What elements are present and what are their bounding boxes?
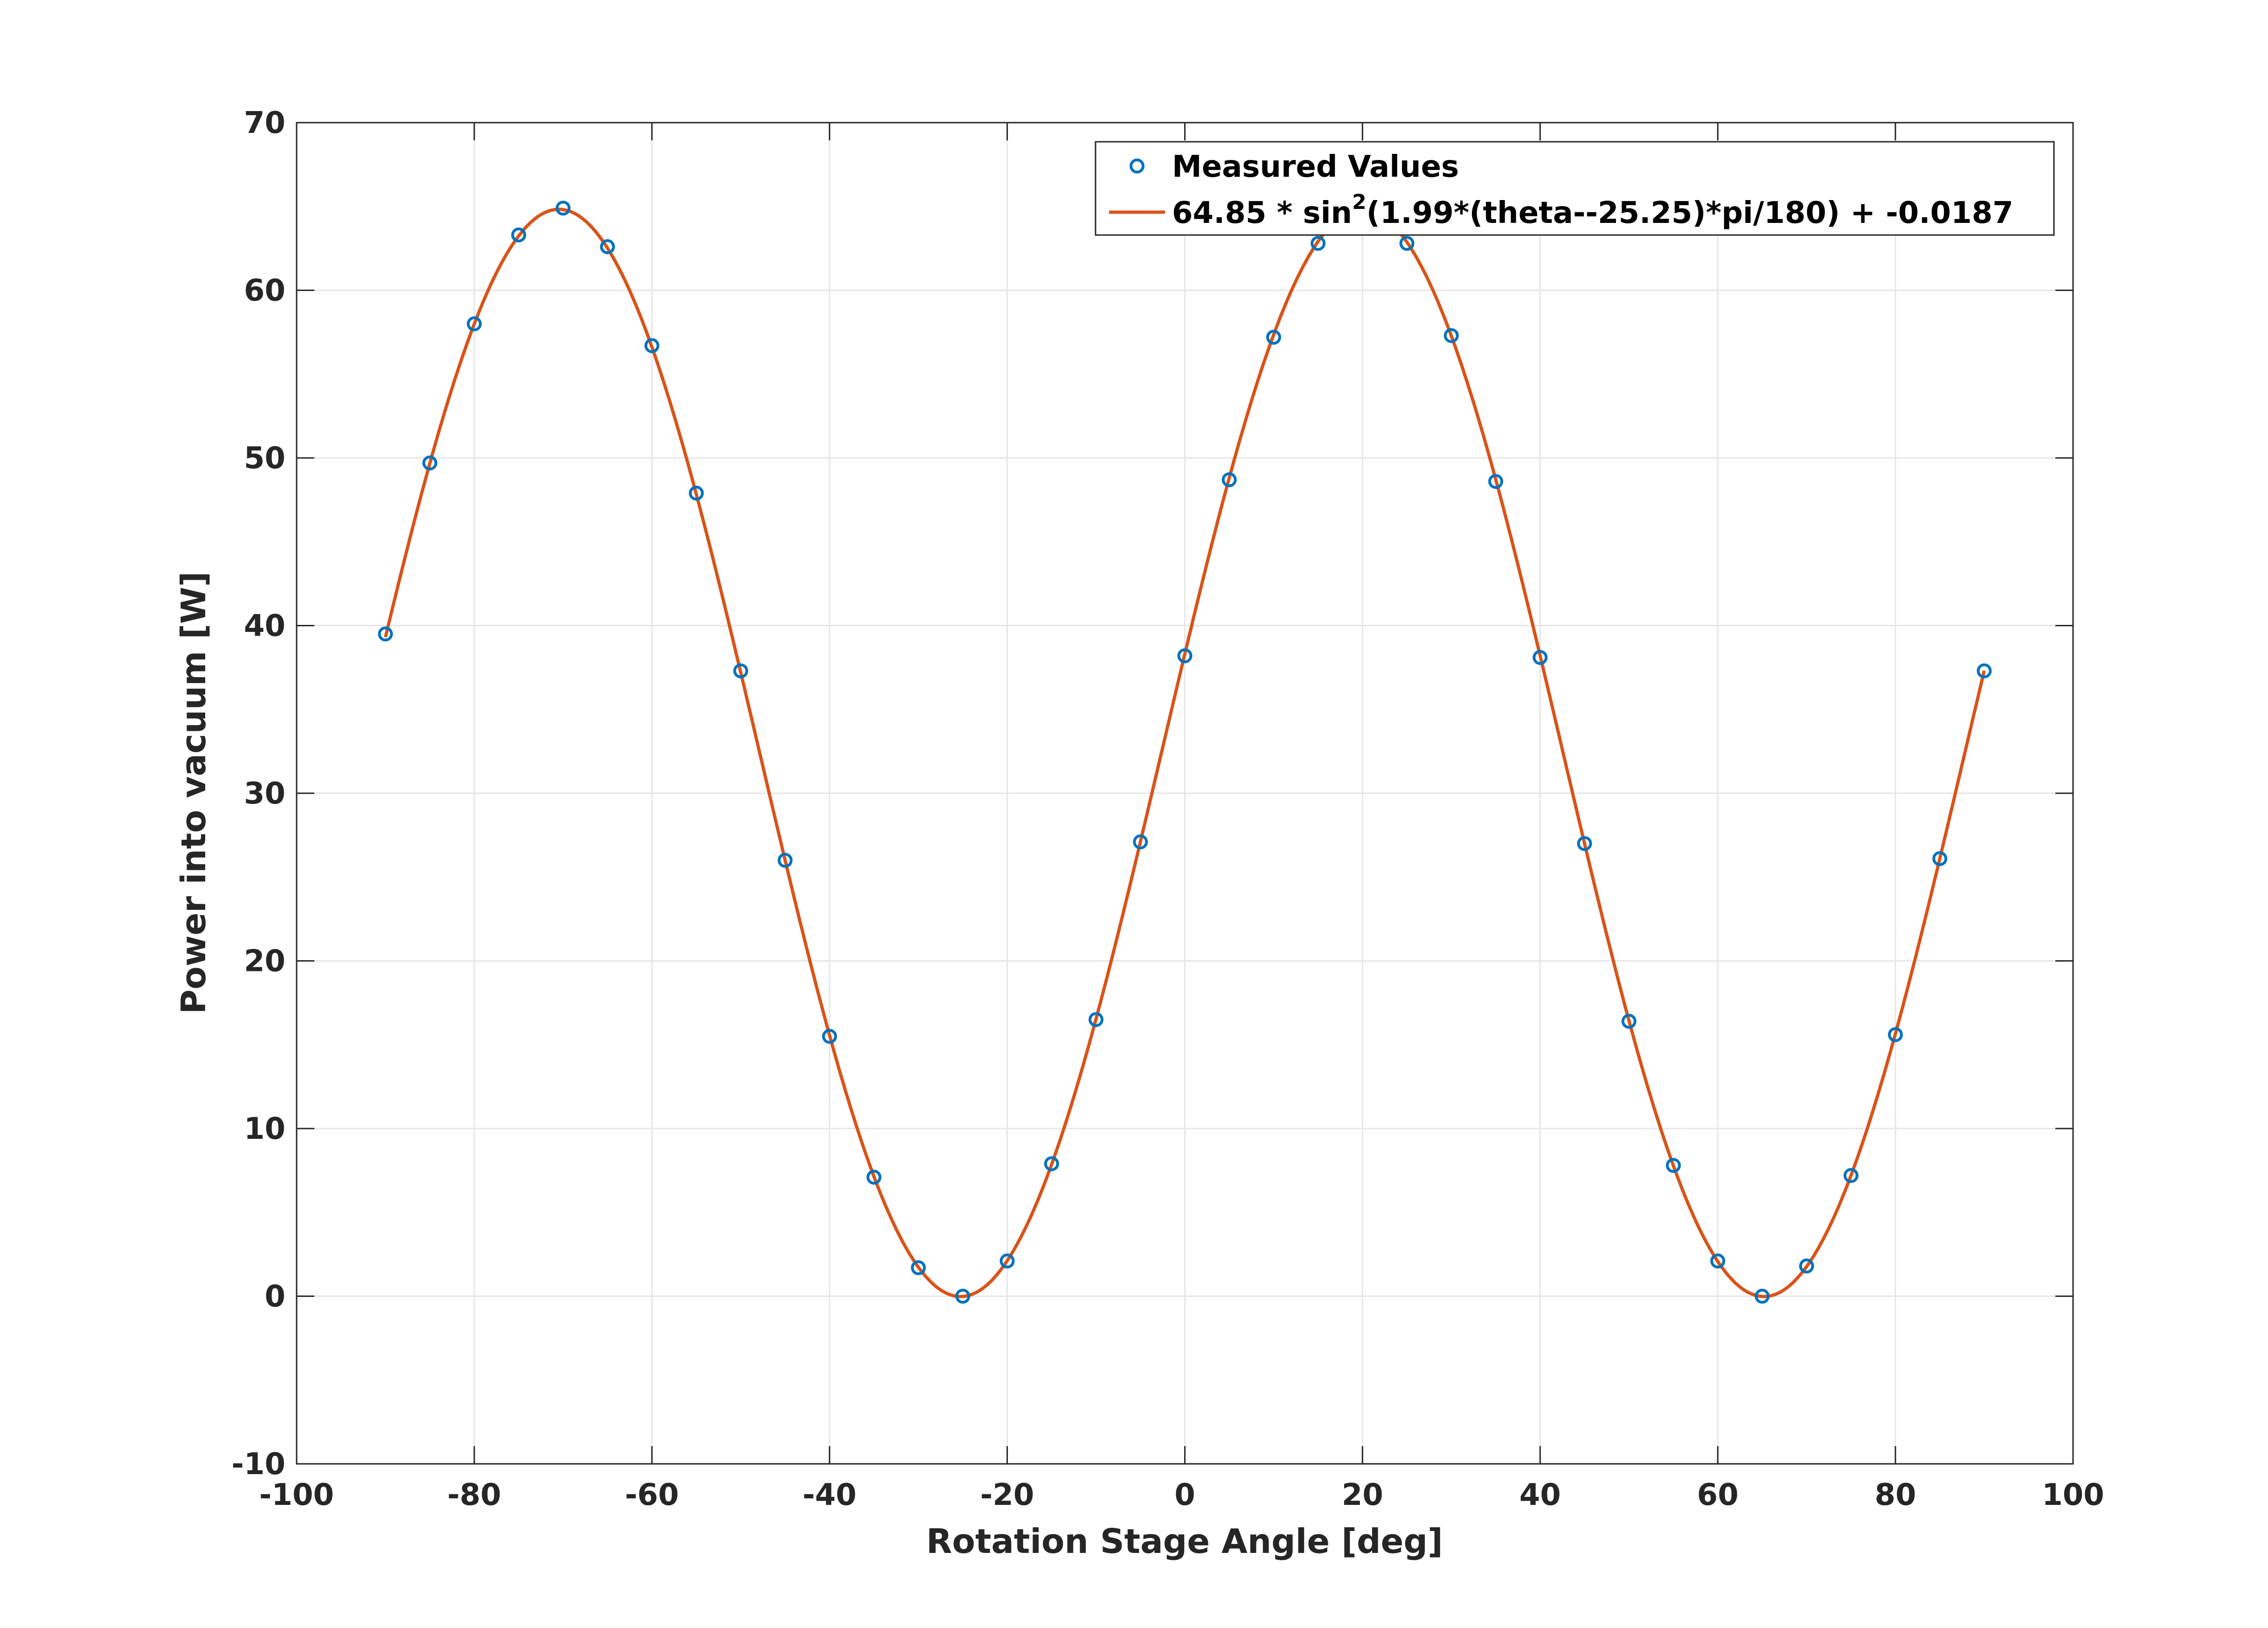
measured-point	[1443, 328, 1459, 343]
measured-point	[1044, 1156, 1059, 1171]
measured-point	[777, 852, 793, 868]
legend-fit-main: 64.85 * sin	[1172, 196, 1352, 230]
measured-point	[1089, 1012, 1104, 1027]
measured-point	[1977, 663, 1992, 679]
x-tick-label: -100	[259, 1478, 334, 1512]
x-tick-label: -20	[980, 1478, 1034, 1512]
measured-point	[1799, 1258, 1814, 1274]
y-tick-label: 30	[244, 776, 285, 811]
axis-ticks: -100 -80 -60 -40 -20 0 20 40 60 80 100-10010203040…	[231, 106, 2104, 1512]
measured-point	[822, 1029, 837, 1044]
measured-point	[999, 1254, 1015, 1269]
legend-label-measured: Measured Values	[1172, 150, 1459, 184]
measured-point	[1266, 330, 1281, 345]
y-axis-title: Power into vacuum [W]	[174, 571, 213, 1014]
measured-point	[1533, 650, 1548, 665]
y-tick-label: 50	[244, 441, 285, 476]
measured-point	[378, 626, 393, 642]
measured-point	[866, 1170, 881, 1185]
y-tick-label: 0	[264, 1280, 285, 1314]
legend-fit-superscript: 2	[1352, 190, 1366, 214]
measured-point	[1932, 851, 1948, 866]
measured-point	[1488, 474, 1504, 489]
y-tick-label: 60	[244, 274, 285, 308]
measured-point	[511, 227, 527, 242]
measured-point	[733, 663, 749, 679]
y-tick-label: 70	[244, 106, 285, 140]
measured-point	[1577, 836, 1592, 851]
measured-point	[644, 338, 659, 353]
measured-point	[1888, 1027, 1903, 1042]
measured-point	[955, 1289, 971, 1304]
measured-point	[1710, 1254, 1726, 1269]
legend-label-fit: 64.85 * sin2(1.99*(theta--25.25)*pi/180)…	[1172, 190, 2013, 230]
x-tick-label: 100	[2042, 1478, 2104, 1512]
legend-fit-rest: (1.99*(theta--25.25)*pi/180) + -0.0187	[1366, 196, 2013, 230]
y-tick-label: 40	[244, 609, 285, 644]
x-tick-label: 80	[1875, 1478, 1916, 1512]
measured-point	[555, 201, 571, 216]
legend-marker-measured	[1130, 159, 1144, 173]
measured-point	[1399, 236, 1415, 251]
y-tick-label: 10	[244, 1112, 285, 1146]
measured-point	[689, 485, 704, 501]
measured-point	[1665, 1158, 1681, 1173]
measured-point	[1177, 648, 1193, 664]
fit-curve	[384, 208, 1986, 1298]
x-axis-title: Rotation Stage Angle [deg]	[926, 1522, 1443, 1561]
measured-point	[1221, 472, 1237, 487]
measured-point	[1133, 834, 1148, 850]
x-tick-label: -40	[803, 1478, 857, 1512]
measured-point	[1843, 1168, 1859, 1183]
measured-point	[911, 1260, 926, 1275]
measured-point	[600, 239, 615, 255]
measured-point	[1755, 1289, 1770, 1304]
measured-point	[466, 316, 482, 332]
measured-point	[1311, 236, 1326, 251]
y-tick-label: -10	[231, 1447, 285, 1482]
series	[378, 201, 1992, 1304]
x-tick-label: -60	[625, 1478, 679, 1512]
x-tick-label: 0	[1174, 1478, 1195, 1512]
x-tick-label: 40	[1519, 1478, 1561, 1512]
measured-point	[1621, 1013, 1637, 1029]
y-tick-label: 20	[244, 944, 285, 979]
x-tick-label: 20	[1342, 1478, 1383, 1512]
legend-box	[1095, 141, 2055, 236]
measured-point	[422, 455, 437, 471]
x-tick-label: 60	[1697, 1478, 1739, 1512]
legend: Measured Values 64.85 * sin2(1.99*(theta…	[1095, 141, 2055, 236]
x-tick-label: -80	[447, 1478, 501, 1512]
